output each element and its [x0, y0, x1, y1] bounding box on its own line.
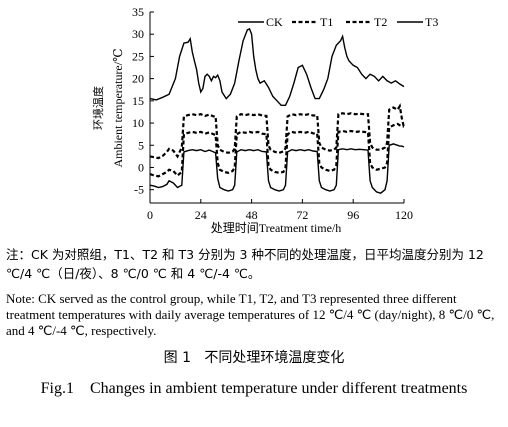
x-axis-title: 处理时间Treatment time/h [211, 221, 342, 235]
legend-label-ck: CK [266, 15, 283, 29]
chart-series [149, 27, 406, 194]
figure-caption-en: Fig.1 Changes in ambient temperature und… [0, 378, 508, 400]
legend-label-t2: T2 [374, 15, 387, 29]
y-tick-label: 10 [132, 116, 144, 130]
y-tick-label: 5 [138, 138, 144, 152]
y-axis-title-en: Ambient temperature/℃ [111, 48, 125, 167]
series-line-t1 [149, 103, 406, 160]
x-tick-label: 120 [395, 208, 413, 222]
y-tick-label: 15 [132, 94, 144, 108]
x-tick-label: 72 [296, 208, 308, 222]
figure-title-en: Changes in ambient temperature under dif… [90, 380, 468, 397]
legend-label-t3: T3 [425, 15, 438, 29]
y-tick-label: -5 [134, 183, 144, 197]
figure-caption-zh: 图 1 不同处理环境温度变化 [0, 347, 508, 367]
y-tick-label: 0 [138, 160, 144, 174]
legend-label-t1: T1 [320, 15, 333, 29]
english-footnote: Note: CK served as the control group, wh… [6, 291, 495, 338]
x-tick-label: 96 [347, 208, 359, 222]
figure-title-zh: 不同处理环境温度变化 [204, 350, 345, 366]
series-line-t2 [149, 122, 405, 178]
chart-legend: CK T1 T2 T3 [238, 15, 438, 29]
series-line-ck [149, 27, 405, 106]
y-tick-label: 20 [132, 72, 144, 86]
x-tick-label: 24 [195, 208, 207, 222]
x-tick-label: 48 [246, 208, 258, 222]
figure-label-zh: 图 1 [163, 350, 191, 366]
y-tick-label: 25 [132, 49, 144, 63]
chinese-footnote: 注：CK 为对照组，T1、T2 和 T3 分别为 3 种不同的处理温度，日平均温… [6, 247, 484, 281]
y-tick-label: 30 [132, 27, 144, 41]
series-line-t3 [149, 143, 405, 194]
y-axis-title-zh: 环境温度 [91, 86, 105, 130]
y-tick-label: 35 [132, 5, 144, 19]
x-tick-label: 0 [147, 208, 153, 222]
figure-label-en: Fig.1 [40, 380, 74, 397]
